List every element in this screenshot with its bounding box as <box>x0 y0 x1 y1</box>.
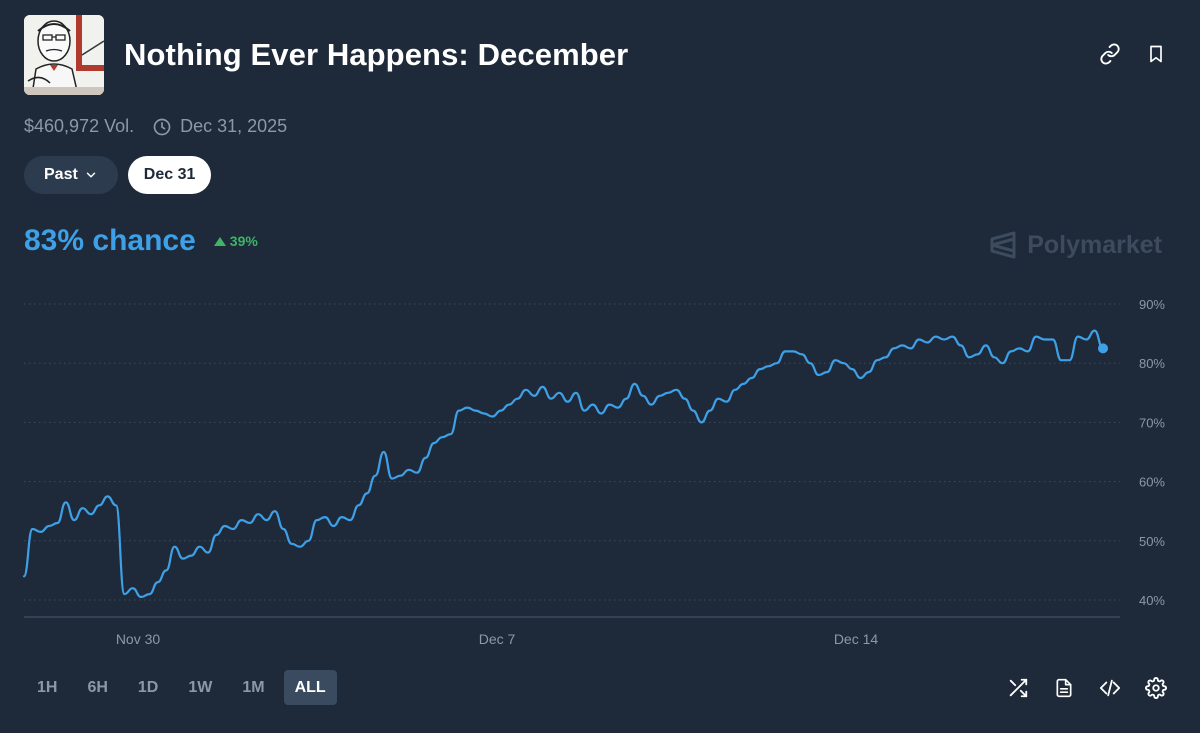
x-axis-ticks: Nov 30 Dec 7 Dec 14 <box>116 631 879 647</box>
y-axis-ticks: 40% 50% 60% 70% 80% 90% <box>1139 297 1165 608</box>
date-filters: Past Dec 31 <box>24 156 212 194</box>
market-thumbnail <box>24 15 104 95</box>
document-icon[interactable] <box>1052 676 1076 700</box>
y-tick-label: 90% <box>1139 297 1165 312</box>
clock-icon <box>152 117 172 137</box>
triangle-up-icon <box>213 236 226 246</box>
x-tick-label: Dec 7 <box>479 631 516 647</box>
shuffle-icon[interactable] <box>1006 676 1030 700</box>
top-actions <box>1098 42 1168 66</box>
volume-text: $460,972 Vol. <box>24 116 135 136</box>
past-label: Past <box>44 166 78 183</box>
x-tick-label: Nov 30 <box>116 631 161 647</box>
range-1w[interactable]: 1W <box>188 678 213 696</box>
market-meta: $460,972 Vol. Dec 31, 2025 <box>24 116 287 137</box>
range-1m[interactable]: 1M <box>242 678 265 696</box>
brand-name: Polymarket <box>1027 230 1162 259</box>
range-1h[interactable]: 1H <box>37 678 58 696</box>
chance-summary: 83% chance 39% <box>24 224 258 258</box>
date-pill-label: Dec 31 <box>143 166 196 183</box>
code-embed-icon[interactable] <box>1098 676 1122 700</box>
polymarket-watermark: Polymarket <box>989 230 1162 260</box>
x-tick-label: Dec 14 <box>834 631 879 647</box>
y-tick-label: 60% <box>1139 475 1165 490</box>
time-range-selector: 1H 6H 1D 1W 1M ALL <box>26 670 337 705</box>
chance-value: 83% chance <box>24 224 196 257</box>
delta-badge: 39% <box>213 233 258 249</box>
polymarket-logo-icon <box>990 231 1016 259</box>
y-tick-label: 40% <box>1139 593 1165 608</box>
gear-icon[interactable] <box>1144 676 1168 700</box>
date-pill-dec-31[interactable]: Dec 31 <box>127 156 212 194</box>
series-line <box>22 329 1105 599</box>
past-dropdown[interactable]: Past <box>24 156 118 194</box>
chart-grid <box>24 303 1120 618</box>
delta-value: 39% <box>229 233 258 249</box>
end-date-text: Dec 31, 2025 <box>180 116 288 136</box>
market-header: Nothing Ever Happens: December <box>24 15 628 95</box>
chevron-down-icon <box>84 168 98 182</box>
chart-actions <box>1006 676 1168 700</box>
price-chart: 40% 50% 60% 70% 80% 90% Nov 30 Dec 7 Dec 14 <box>22 297 1165 647</box>
market-title: Nothing Ever Happens: December <box>124 37 629 72</box>
y-tick-label: 80% <box>1139 356 1165 371</box>
range-1d[interactable]: 1D <box>137 678 159 696</box>
range-all[interactable]: ALL <box>283 670 337 705</box>
y-tick-label: 50% <box>1139 534 1165 549</box>
y-tick-label: 70% <box>1139 415 1165 430</box>
link-icon[interactable] <box>1098 42 1122 66</box>
range-6h[interactable]: 6H <box>87 678 108 696</box>
last-point <box>1098 343 1108 354</box>
meme-character-thumbnail-icon <box>24 15 104 95</box>
bookmark-icon[interactable] <box>1144 42 1168 66</box>
